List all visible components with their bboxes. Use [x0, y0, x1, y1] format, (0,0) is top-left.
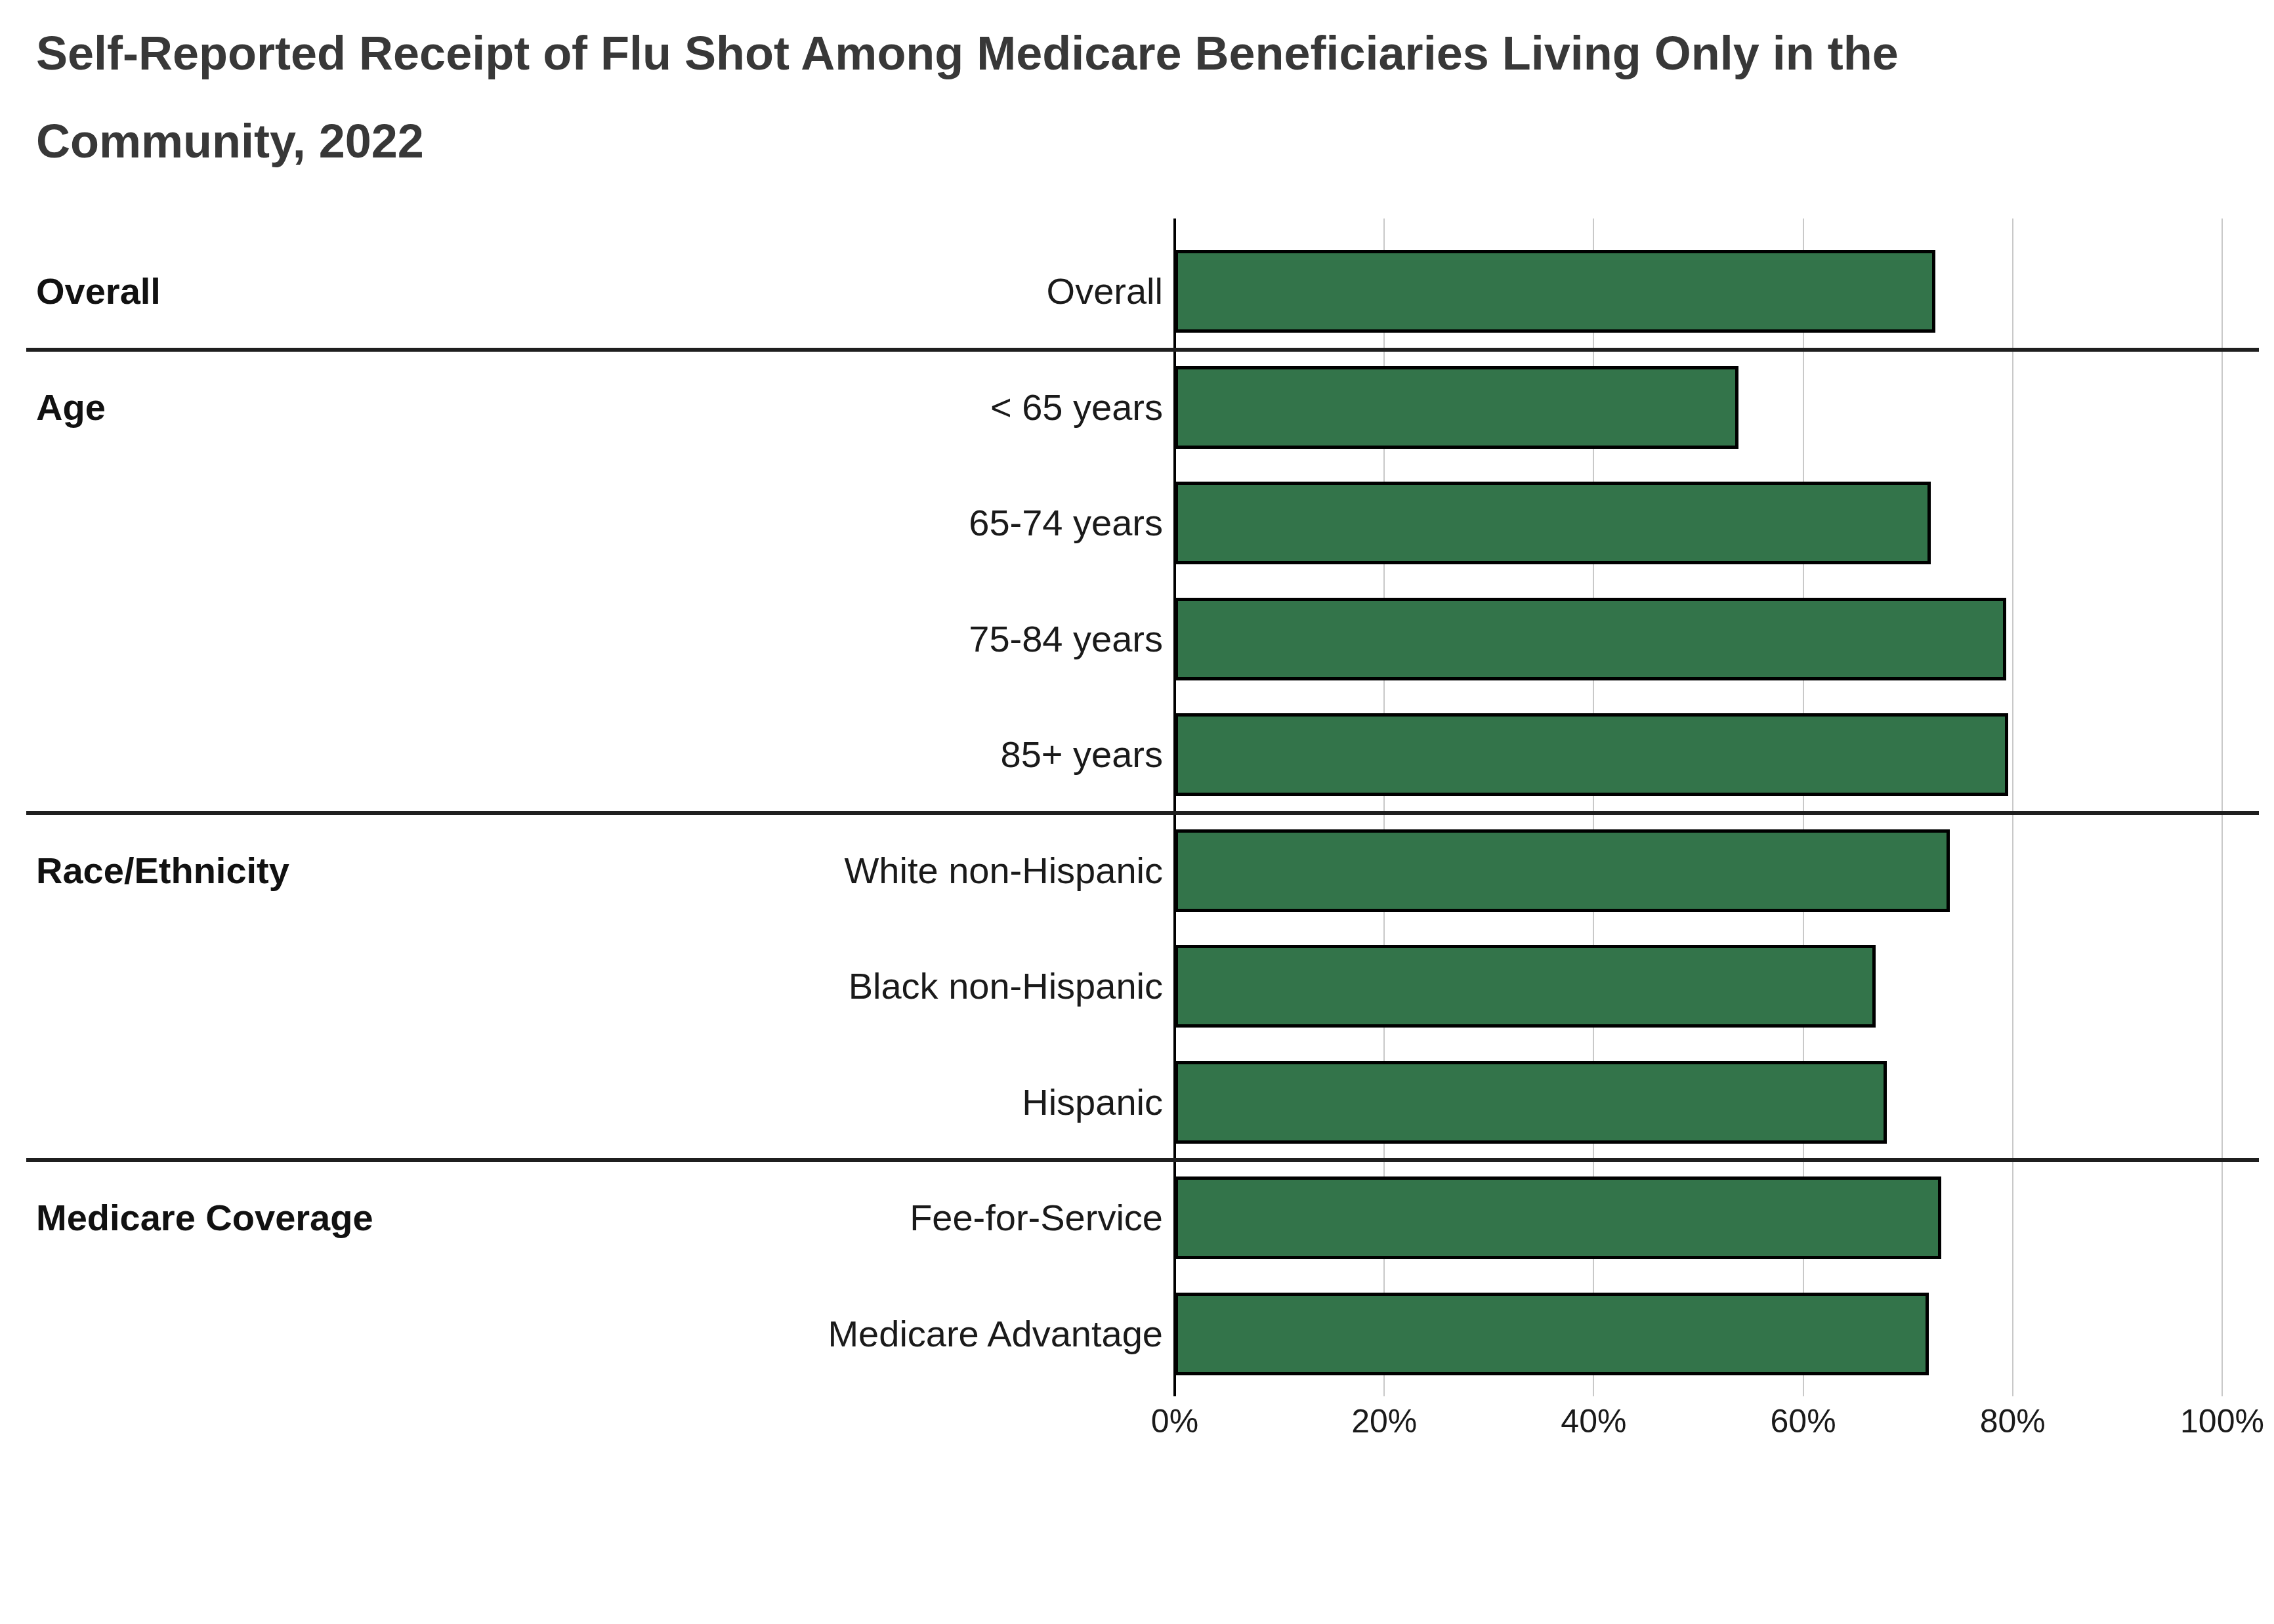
chart-title: Self-Reported Receipt of Flu Shot Among … — [36, 9, 1899, 185]
x-tick-label: 0% — [1116, 1402, 1234, 1441]
bar-label: 75-84 years — [969, 617, 1163, 661]
bar — [1175, 598, 2006, 680]
gridline — [2012, 219, 2013, 1396]
bar-label: Medicare Advantage — [828, 1312, 1163, 1356]
flu-shot-chart-page: Self-Reported Receipt of Flu Shot Among … — [0, 0, 2274, 1624]
bar — [1175, 1061, 1887, 1144]
bar — [1175, 829, 1950, 912]
bar-label: White non-Hispanic — [844, 848, 1163, 893]
x-tick-label: 20% — [1325, 1402, 1443, 1441]
x-tick-label: 80% — [1954, 1402, 2072, 1441]
group-label: Medicare Coverage — [36, 1196, 373, 1240]
x-tick-label: 100% — [2163, 1402, 2274, 1441]
chart-title-line-2: Community, 2022 — [36, 97, 1899, 185]
bar — [1175, 366, 1738, 449]
bar-label: Overall — [1047, 269, 1163, 314]
group-label: Race/Ethnicity — [36, 848, 289, 893]
bar — [1175, 250, 1935, 333]
bar — [1175, 713, 2008, 796]
bar-label: 65-74 years — [969, 501, 1163, 545]
bar — [1175, 1293, 1929, 1375]
bar — [1175, 1176, 1941, 1259]
x-tick-label: 40% — [1534, 1402, 1653, 1441]
group-label: Overall — [36, 269, 161, 314]
group-divider — [26, 811, 2259, 815]
bar — [1175, 482, 1931, 564]
group-label: Age — [36, 385, 106, 430]
chart-title-line-1: Self-Reported Receipt of Flu Shot Among … — [36, 9, 1899, 97]
bar-label: Fee-for-Service — [910, 1196, 1163, 1240]
group-divider — [26, 348, 2259, 352]
bar-label: 85+ years — [1001, 732, 1164, 777]
bar-label: Hispanic — [1022, 1080, 1163, 1125]
x-tick-label: 60% — [1744, 1402, 1863, 1441]
bar-label: Black non-Hispanic — [849, 964, 1163, 1009]
gridline — [2221, 219, 2223, 1396]
group-divider — [26, 1158, 2259, 1162]
bar-label: < 65 years — [990, 385, 1163, 430]
bar — [1175, 945, 1876, 1028]
